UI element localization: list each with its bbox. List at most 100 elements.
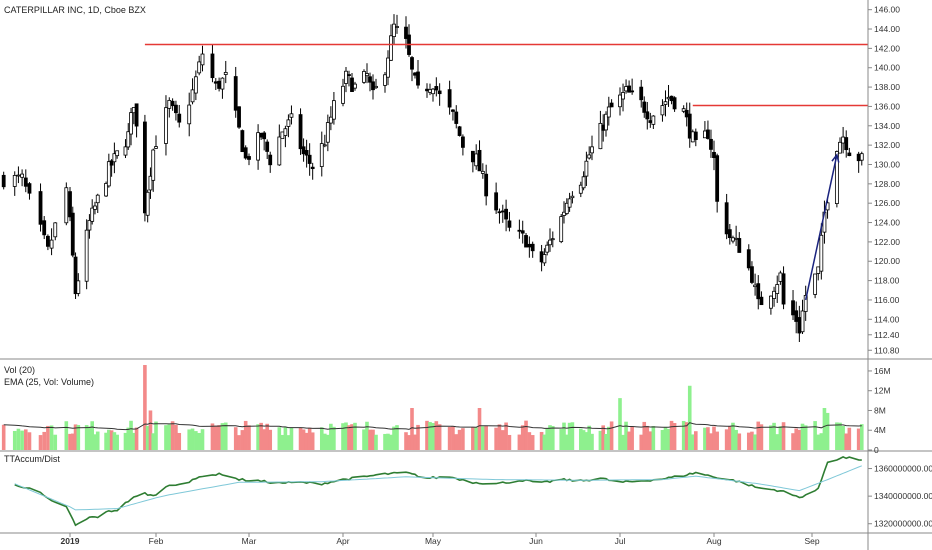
volume-bar[interactable] [431,423,435,450]
volume-bar[interactable] [734,429,738,450]
candle[interactable] [447,89,452,108]
volume-bar[interactable] [517,434,522,450]
candle[interactable] [148,175,153,191]
volume-bar[interactable] [283,426,288,450]
volume-bar[interactable] [368,429,372,450]
candle[interactable] [12,175,17,187]
candle[interactable] [325,122,330,143]
volume-bar[interactable] [813,421,817,450]
candle[interactable] [794,310,799,322]
candle[interactable] [223,72,228,75]
candle[interactable] [1,174,6,188]
volume-bar[interactable] [12,430,17,450]
candle[interactable] [797,317,802,334]
candle[interactable] [494,192,499,211]
candle[interactable] [374,85,378,89]
candle[interactable] [781,273,786,305]
candle[interactable] [49,239,54,249]
candle[interactable] [816,266,821,274]
candle[interactable] [27,183,32,194]
candle[interactable] [213,81,218,84]
candle[interactable] [639,86,644,101]
volume-bar[interactable] [213,425,218,450]
candle[interactable] [404,26,408,39]
volume-bar[interactable] [756,421,761,450]
candle[interactable] [151,149,156,181]
volume-bar[interactable] [371,429,375,450]
candle[interactable] [193,76,198,94]
volume-bar[interactable] [73,424,78,450]
volume-bar[interactable] [504,422,508,450]
candle[interactable] [187,104,192,125]
candle[interactable] [550,238,555,241]
volume-bar[interactable] [259,422,263,450]
volume-bar[interactable] [326,434,330,450]
volume-bar[interactable] [145,425,150,450]
candle[interactable] [542,254,547,264]
candle[interactable] [371,81,375,91]
candle[interactable] [581,176,586,189]
candle[interactable] [461,136,465,148]
candle[interactable] [684,109,689,118]
volume-bar[interactable] [624,421,628,450]
candle[interactable] [23,177,28,187]
candle[interactable] [750,266,754,283]
candle[interactable] [727,229,732,239]
volume-bar[interactable] [803,425,808,450]
candle[interactable] [104,183,108,197]
volume-bar[interactable] [240,430,245,450]
volume-bar[interactable] [731,422,735,450]
candle[interactable] [564,202,569,214]
volume-bar[interactable] [769,425,773,450]
candle[interactable] [693,131,698,140]
volume-bar[interactable] [289,427,294,450]
candle[interactable] [484,173,489,197]
volume-pane[interactable] [1,365,864,450]
volume-bar[interactable] [687,385,692,450]
candle[interactable] [690,131,695,143]
candle[interactable] [16,174,21,177]
candle[interactable] [847,152,852,157]
volume-bar[interactable] [109,430,114,450]
candle[interactable] [177,113,182,123]
volume-bar[interactable] [703,427,707,450]
candle[interactable] [451,109,455,112]
candle[interactable] [416,71,420,86]
candle[interactable] [389,35,393,61]
candle[interactable] [648,120,653,123]
candle[interactable] [365,73,369,77]
volume-bar[interactable] [709,433,713,450]
candle[interactable] [756,283,761,300]
volume-bar[interactable] [481,426,485,450]
volume-bar[interactable] [497,424,502,450]
volume-bar[interactable] [167,424,172,450]
candle[interactable] [856,153,861,162]
candle[interactable] [307,154,312,164]
candle[interactable] [328,116,333,124]
candle[interactable] [813,273,818,295]
candle[interactable] [437,90,442,95]
volume-bar[interactable] [694,431,698,450]
volume-bar[interactable] [129,420,133,450]
candle[interactable] [609,102,614,108]
candle[interactable] [154,146,158,149]
candle[interactable] [545,244,550,253]
volume-bar[interactable] [237,435,241,450]
volume-bar[interactable] [494,427,498,450]
volume-bar[interactable] [527,432,532,450]
volume-bar[interactable] [847,427,852,450]
candle[interactable] [145,191,150,216]
volume-bar[interactable] [265,423,269,450]
volume-bar[interactable] [23,429,28,450]
candle[interactable] [45,235,50,247]
volume-bar[interactable] [344,422,348,450]
candle[interactable] [386,57,390,78]
candle[interactable] [262,132,267,140]
volume-bar[interactable] [223,422,228,450]
volume-bar[interactable] [447,426,452,450]
volume-bar[interactable] [27,432,32,450]
volume-bar[interactable] [280,434,285,450]
candle[interactable] [93,205,97,210]
volume-bar[interactable] [353,422,357,450]
volume-bar[interactable] [663,427,668,450]
